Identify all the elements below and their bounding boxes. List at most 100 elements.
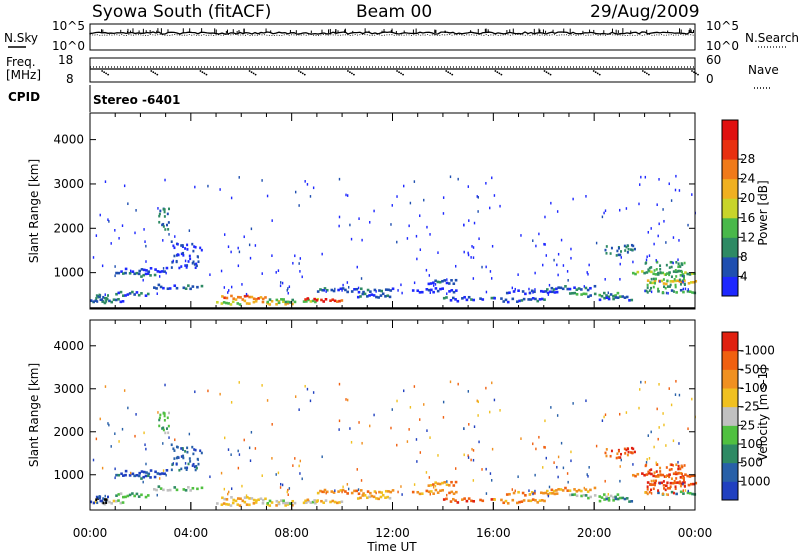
power-cell (491, 176, 493, 180)
velocity-cell (96, 501, 99, 505)
power-cell (520, 299, 524, 302)
power-cell (660, 279, 664, 283)
power-cell (384, 288, 388, 291)
power-cell (286, 289, 288, 292)
nave-dip-dot (598, 73, 601, 76)
power-cell (625, 295, 629, 299)
velocity-cell (681, 476, 684, 480)
nave-dip-dot (351, 72, 353, 75)
velocity-cell (172, 462, 175, 465)
velocity-cell (110, 502, 114, 505)
velocity-cell (164, 383, 166, 387)
velocity-cell (368, 495, 371, 499)
nave-dip-dot (107, 73, 110, 76)
power-cell (556, 210, 559, 213)
nave-bottom-tick: 0 (706, 72, 714, 86)
power-cell (668, 182, 670, 186)
velocity-cell (556, 465, 558, 469)
velocity-cell (338, 501, 341, 504)
velocity-cell (239, 497, 242, 501)
velocity-cell (347, 487, 350, 491)
power-cell (605, 245, 608, 248)
power-cell (110, 242, 112, 245)
velocity-cell (544, 419, 546, 423)
power-cell (149, 274, 152, 277)
power-cell (666, 279, 669, 283)
power-cell (675, 174, 677, 178)
power-cell (544, 290, 548, 293)
power-cell (277, 269, 280, 272)
velocity-cell (171, 463, 174, 466)
velocity-cell (647, 471, 651, 475)
velocity-cell (115, 473, 118, 477)
velocity-cell (620, 452, 623, 456)
nave-dip-dot (449, 72, 452, 75)
velocity-cell (686, 491, 690, 495)
velocity-cell (369, 491, 372, 495)
power-colorbar-cell (722, 178, 738, 199)
power-cell (629, 248, 632, 251)
velocity-cell (664, 488, 667, 492)
power-cell (340, 299, 344, 302)
velocity-cell (158, 416, 161, 420)
velocity-cell (653, 481, 657, 485)
velocity-cell (270, 501, 274, 504)
power-cell (555, 287, 558, 291)
power-cell (168, 287, 172, 290)
power-cell (512, 290, 516, 293)
power-cell (614, 296, 618, 299)
velocity-cell (391, 408, 393, 411)
velocity-cell (419, 451, 422, 454)
power-cell (197, 255, 199, 259)
velocity-cell (555, 489, 558, 492)
power-cell (418, 291, 422, 294)
velocity-cell (656, 407, 658, 411)
power-cell (571, 291, 574, 295)
velocity-cell (556, 414, 559, 417)
power-cell (275, 298, 279, 302)
velocity-cell (624, 452, 627, 455)
power-cell (476, 195, 478, 198)
velocity-cell (163, 472, 166, 476)
power-cell (675, 260, 678, 264)
power-cell (430, 288, 433, 292)
power-cell (677, 262, 680, 266)
velocity-cell (277, 471, 280, 475)
power-cell (294, 190, 297, 194)
nave-dip-dot (152, 71, 155, 74)
velocity-cell (651, 483, 654, 486)
velocity-cell (277, 501, 281, 504)
nave-dip-dot (398, 71, 400, 74)
velocity-cell (143, 431, 145, 435)
power-cell (452, 282, 456, 286)
velocity-cell (605, 448, 608, 451)
power-cell (652, 272, 655, 276)
power-cell (195, 262, 198, 266)
velocity-cell (441, 488, 445, 492)
velocity-cell (634, 474, 637, 478)
power-cell (669, 260, 672, 264)
power-cell (137, 293, 141, 297)
x-tick-label: 16:00 (476, 526, 511, 540)
velocity-cell (281, 483, 284, 487)
power-cell (553, 258, 555, 262)
power-cell (164, 228, 167, 231)
velocity-cell (223, 497, 226, 501)
velocity-cell (615, 456, 618, 460)
velocity-cell (129, 471, 132, 475)
power-cell (261, 300, 265, 304)
power-cell (194, 266, 197, 270)
power-cell (603, 296, 606, 300)
power-cell (119, 300, 123, 304)
velocity-colorbar-cell (722, 388, 738, 408)
velocity-cell (163, 414, 166, 418)
velocity-cell (140, 470, 144, 473)
power-cell (95, 294, 98, 297)
power-cell (361, 292, 365, 296)
power-cell (688, 273, 692, 276)
velocity-cell (157, 411, 159, 414)
velocity-cell (135, 492, 139, 496)
power-cell (470, 256, 472, 259)
power-cell (341, 289, 343, 292)
power-cell (650, 286, 653, 290)
